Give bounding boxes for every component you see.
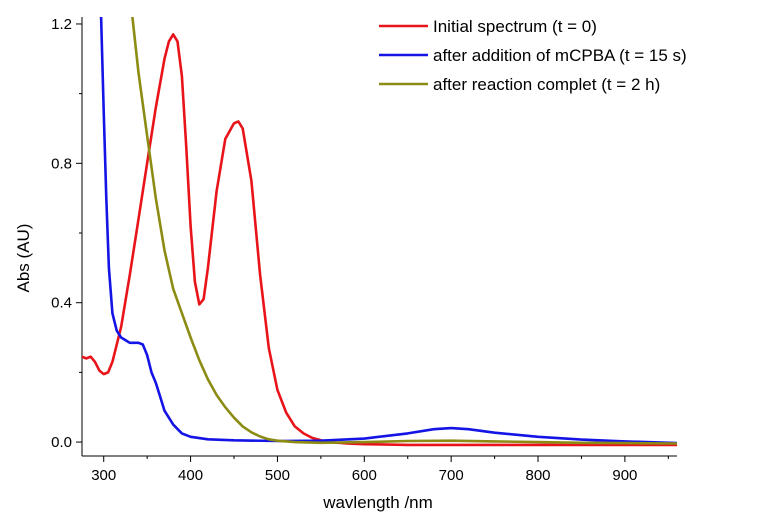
plot-frame <box>81 17 677 457</box>
y-tick-label: 0.0 <box>51 434 72 451</box>
series-line-1 <box>82 33 677 447</box>
series-line-2 <box>99 17 677 445</box>
legend-label-2: after addition of mCPBA (t = 15 s) <box>433 46 687 65</box>
series-line-3 <box>131 17 677 445</box>
x-axis-ticks: 300 400 500 600 700 800 900 <box>91 456 669 484</box>
y-tick-label: 0.4 <box>51 295 72 312</box>
y-tick-label: 0.8 <box>51 155 72 172</box>
x-tick-label: 500 <box>265 467 290 484</box>
legend: Initial spectrum (t = 0) after addition o… <box>379 17 687 94</box>
y-tick-label: 1.2 <box>51 16 72 33</box>
x-tick-label: 800 <box>526 467 551 484</box>
legend-label-1: Initial spectrum (t = 0) <box>433 17 597 36</box>
x-tick-label: 900 <box>612 467 637 484</box>
y-axis-ticks: 0.0 0.4 0.8 1.2 <box>51 16 82 451</box>
legend-label-3: after reaction complet (t = 2 h) <box>433 75 660 94</box>
x-axis-label: wavlength /nm <box>322 493 433 512</box>
x-tick-label: 700 <box>439 467 464 484</box>
series-layer <box>82 17 677 447</box>
x-tick-label: 400 <box>178 467 203 484</box>
x-tick-label: 300 <box>91 467 116 484</box>
y-axis-label: Abs (AU) <box>14 224 33 293</box>
x-tick-label: 600 <box>352 467 377 484</box>
